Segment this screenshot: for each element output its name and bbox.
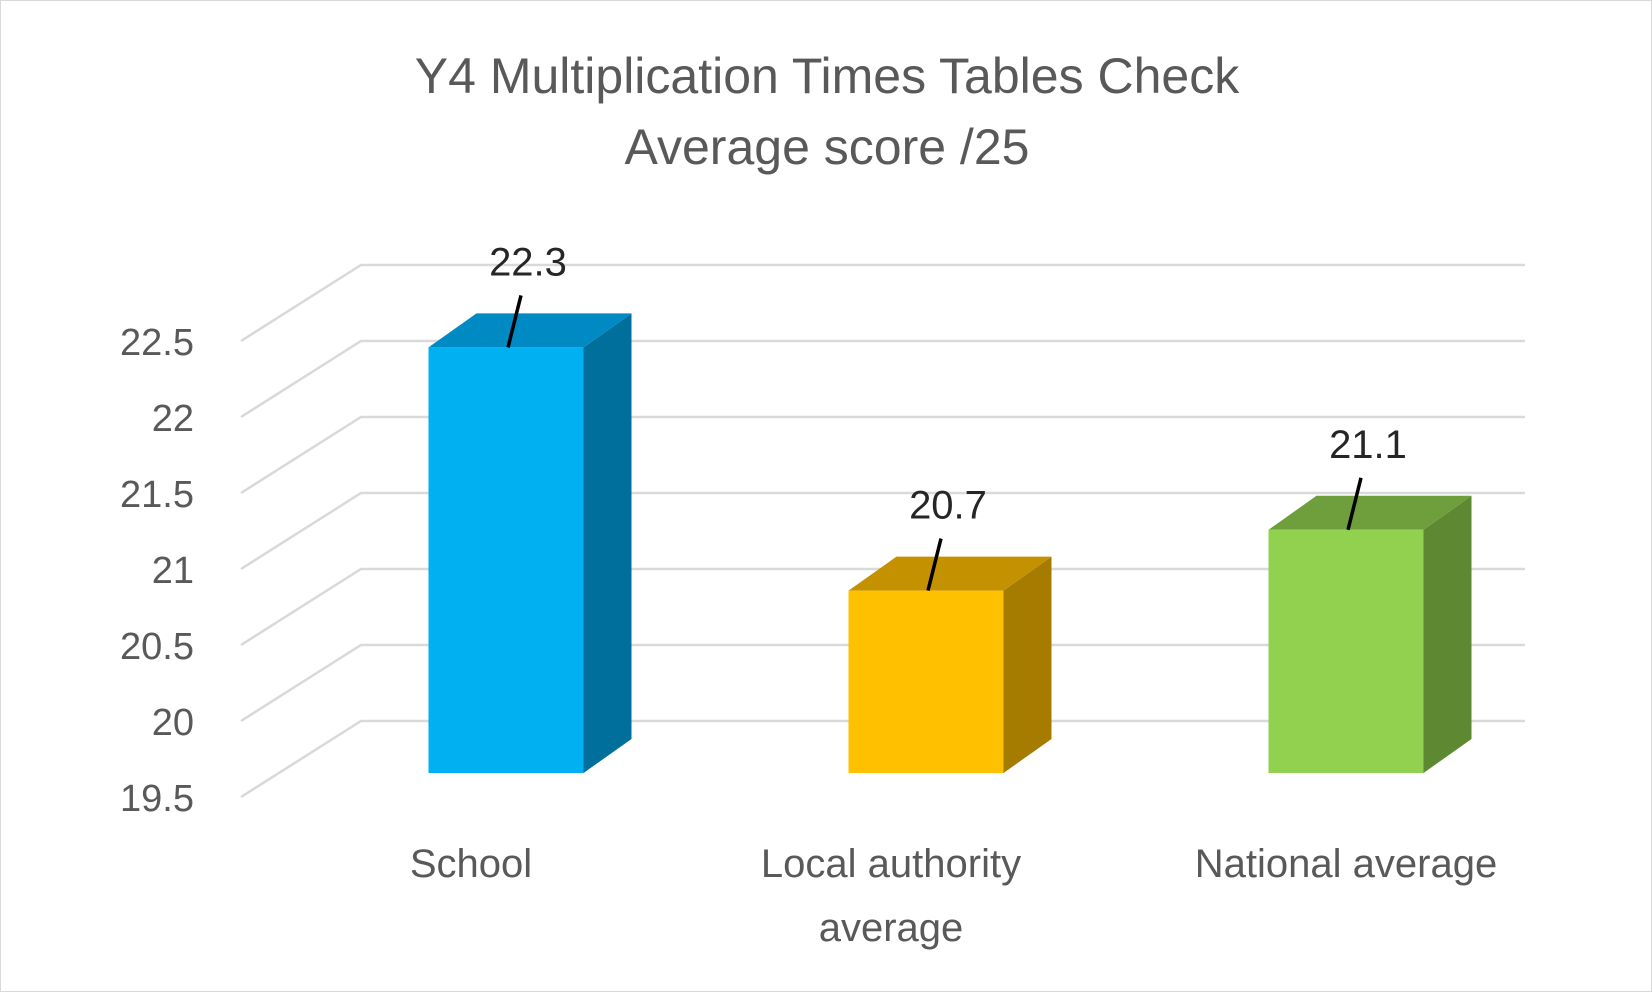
data-label-leader: [506, 294, 523, 348]
x-axis-categories: School Local authority average National ave…: [410, 842, 1497, 950]
data-label: 20.7: [909, 484, 987, 528]
gridline: [240, 415, 1525, 495]
chart-subtitle: Average score /25: [625, 119, 1030, 175]
bar-side: [583, 313, 632, 773]
bar-side: [1003, 556, 1052, 773]
data-label: 21.1: [1329, 423, 1407, 467]
y-tick-label: 20.5: [120, 626, 194, 668]
data-labels: 22.3 20.7 21.1: [489, 240, 1407, 592]
bars: [428, 313, 1472, 773]
bar-top: [848, 556, 1052, 591]
category-label: School: [410, 842, 532, 886]
bar: [848, 556, 1052, 773]
y-tick-label: 20: [152, 702, 194, 744]
y-tick-label: 21: [152, 550, 194, 592]
gridlines: [240, 263, 1525, 799]
gridline: [240, 491, 1525, 571]
gridline: [240, 567, 1525, 647]
y-tick-label: 19.5: [120, 778, 194, 820]
category-label: average: [819, 906, 964, 950]
bar-side: [1423, 495, 1472, 773]
gridline: [240, 719, 1525, 799]
y-axis-ticks: 19.5 20 20.5 21 21.5 22 22.5: [120, 322, 194, 820]
bar-front: [428, 347, 584, 773]
y-tick-label: 21.5: [120, 474, 194, 516]
bar-top: [1268, 495, 1472, 530]
data-label: 22.3: [489, 240, 567, 284]
gridline: [240, 263, 1525, 343]
y-tick-label: 22: [152, 398, 194, 440]
gridline: [240, 643, 1525, 723]
bar-front: [1268, 529, 1424, 773]
chart-title: Y4 Multiplication Times Tables Check: [415, 48, 1240, 104]
data-label-leader: [926, 538, 943, 592]
gridline: [240, 339, 1525, 419]
bar: [1268, 495, 1472, 773]
bar: [428, 313, 632, 773]
category-label: Local authority: [761, 842, 1021, 886]
data-label-leader: [1346, 477, 1363, 531]
y-tick-label: 22.5: [120, 322, 194, 364]
bar-front: [848, 590, 1004, 773]
category-label: National average: [1195, 842, 1497, 886]
bar-top: [428, 313, 632, 348]
